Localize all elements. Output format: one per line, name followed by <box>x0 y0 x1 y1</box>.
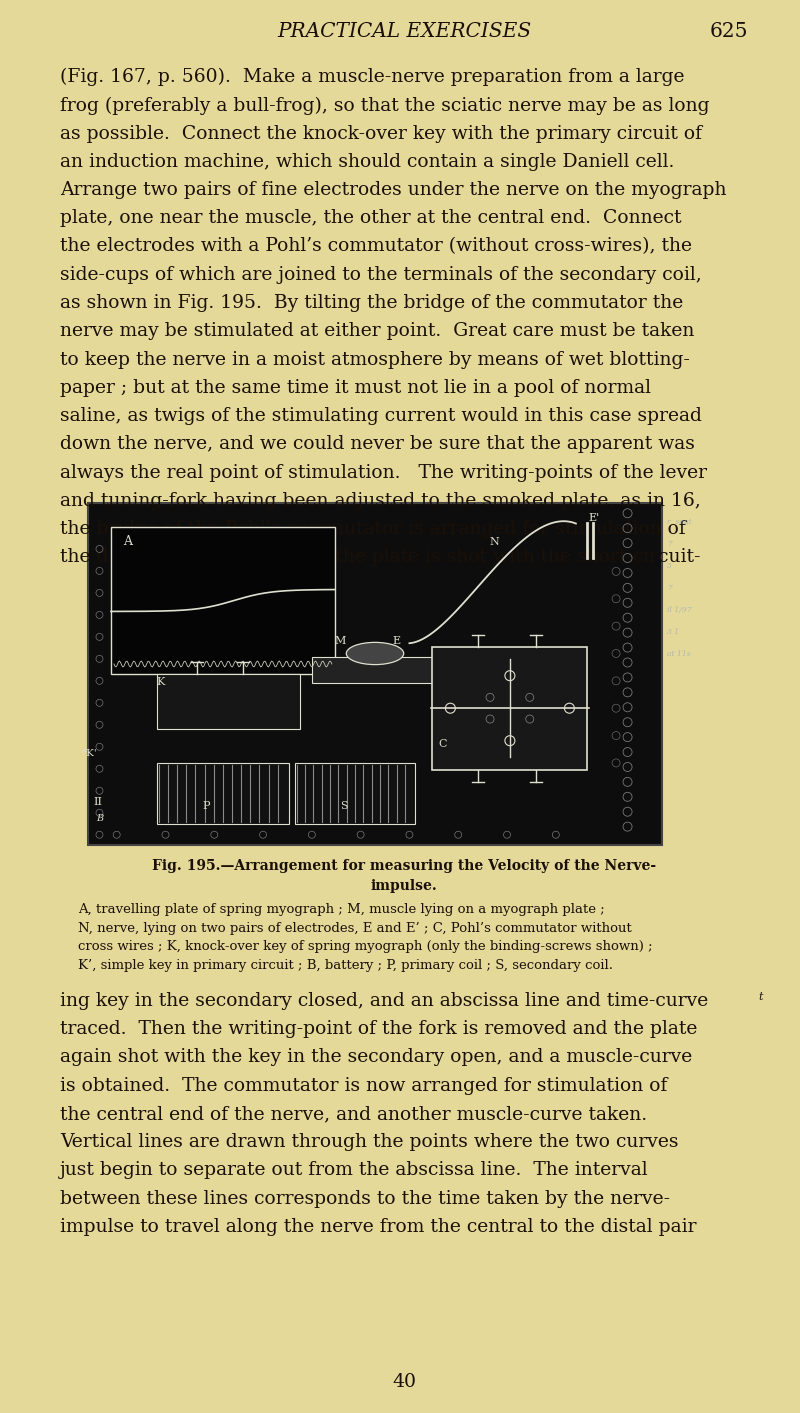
Text: cross wires ; K, knock-over key of spring myograph (only the binding-screws show: cross wires ; K, knock-over key of sprin… <box>78 941 653 954</box>
Text: nerve may be stimulated at either point.  Great care must be taken: nerve may be stimulated at either point.… <box>60 322 694 341</box>
Text: an induction machine, which should contain a single Daniell cell.: an induction machine, which should conta… <box>60 153 674 171</box>
Text: (Fig. 167, p. 560).  Make a muscle-nerve preparation from a large: (Fig. 167, p. 560). Make a muscle-nerve … <box>60 68 685 86</box>
Text: between these lines corresponds to the time taken by the nerve-: between these lines corresponds to the t… <box>60 1190 670 1208</box>
Text: r  sout: r sout <box>667 519 692 526</box>
Bar <box>157 674 300 729</box>
Text: again shot with the key in the secondary open, and a muscle-curve: again shot with the key in the secondary… <box>60 1048 692 1067</box>
Text: PRACTICAL EXERCISES: PRACTICAL EXERCISES <box>277 23 531 41</box>
Text: the central end of the nerve, and another muscle-curve taken.: the central end of the nerve, and anothe… <box>60 1105 647 1123</box>
Text: saline, as twigs of the stimulating current would in this case spread: saline, as twigs of the stimulating curr… <box>60 407 702 425</box>
Text: plate, one near the muscle, the other at the central end.  Connect: plate, one near the muscle, the other at… <box>60 209 682 227</box>
Text: Vertical lines are drawn through the points where the two curves: Vertical lines are drawn through the poi… <box>60 1133 678 1152</box>
Text: M: M <box>335 636 346 646</box>
Text: A: A <box>123 536 132 548</box>
Text: and tuning-fork having been adjusted to the smoked plate, as in 16,: and tuning-fork having been adjusted to … <box>60 492 701 510</box>
Text: is obtained.  The commutator is now arranged for stimulation of: is obtained. The commutator is now arran… <box>60 1077 667 1095</box>
Text: the electrodes with a Pohl’s commutator (without cross-wires), the: the electrodes with a Pohl’s commutator … <box>60 237 692 256</box>
Bar <box>88 503 662 845</box>
Text: ing key in the secondary closed, and an abscissa line and time-curve: ing key in the secondary closed, and an … <box>60 992 708 1010</box>
Text: P: P <box>203 801 210 811</box>
Text: as possible.  Connect the knock-over key with the primary circuit of: as possible. Connect the knock-over key … <box>60 124 702 143</box>
Text: side-cups of which are joined to the terminals of the secondary coil,: side-cups of which are joined to the ter… <box>60 266 702 284</box>
Bar <box>312 657 444 682</box>
Text: impulse to travel along the nerve from the central to the distal pair: impulse to travel along the nerve from t… <box>60 1218 697 1236</box>
Text: C: C <box>438 739 446 749</box>
Text: K: K <box>157 677 166 687</box>
Text: 7: 7 <box>667 584 672 592</box>
Text: frog (preferably a bull-frog), so that the sciatic nerve may be as long: frog (preferably a bull-frog), so that t… <box>60 96 710 114</box>
Text: Arrange two pairs of fine electrodes under the nerve on the myograph: Arrange two pairs of fine electrodes und… <box>60 181 726 199</box>
Text: 3 1: 3 1 <box>667 627 679 636</box>
Bar <box>294 763 415 824</box>
Text: Fig. 195.—Arrangement for measuring the Velocity of the Nerve-: Fig. 195.—Arrangement for measuring the … <box>152 859 656 873</box>
Text: just begin to separate out from the abscissa line.  The interval: just begin to separate out from the absc… <box>60 1161 649 1180</box>
Text: 7: 7 <box>667 540 672 548</box>
Bar <box>111 527 335 674</box>
Text: K’, simple key in primary circuit ; B, battery ; P, primary coil ; S, secondary : K’, simple key in primary circuit ; B, b… <box>78 959 613 972</box>
Text: il 1/97: il 1/97 <box>667 606 692 615</box>
Text: down the nerve, and we could never be sure that the apparent was: down the nerve, and we could never be su… <box>60 435 695 454</box>
Text: B: B <box>97 814 104 824</box>
Text: N: N <box>490 537 499 547</box>
Ellipse shape <box>346 643 404 664</box>
Text: 3: 3 <box>667 562 672 569</box>
Text: 40: 40 <box>392 1373 416 1390</box>
Text: t: t <box>758 992 762 1002</box>
Text: the bridge of the Pohl’s commutator is arranged for stimulation of: the bridge of the Pohl’s commutator is a… <box>60 520 686 538</box>
Text: traced.  Then the writing-point of the fork is removed and the plate: traced. Then the writing-point of the fo… <box>60 1020 698 1039</box>
Text: N, nerve, lying on two pairs of electrodes, E and E’ ; C, Pohl’s commutator with: N, nerve, lying on two pairs of electrod… <box>78 921 632 935</box>
Text: always the real point of stimulation.   The writing-points of the lever: always the real point of stimulation. Th… <box>60 463 707 482</box>
Text: E': E' <box>588 513 599 523</box>
Text: II: II <box>94 797 102 807</box>
Text: A, travelling plate of spring myograph ; M, muscle lying on a myograph plate ;: A, travelling plate of spring myograph ;… <box>78 903 605 916</box>
Text: impulse.: impulse. <box>370 879 438 893</box>
Text: S: S <box>341 801 348 811</box>
Text: at 11s: at 11s <box>667 650 690 658</box>
Bar <box>157 763 289 824</box>
Text: paper ; but at the same time it must not lie in a pool of normal: paper ; but at the same time it must not… <box>60 379 651 397</box>
Text: *K': *K' <box>82 749 98 759</box>
Text: as shown in Fig. 195.  By tilting the bridge of the commutator the: as shown in Fig. 195. By tilting the bri… <box>60 294 683 312</box>
Text: the distal point of the nerve, the plate is shot with the short-circuit-: the distal point of the nerve, the plate… <box>60 548 701 567</box>
Bar <box>432 647 587 770</box>
Text: 625: 625 <box>710 23 748 41</box>
Text: to keep the nerve in a moist atmosphere by means of wet blotting-: to keep the nerve in a moist atmosphere … <box>60 350 690 369</box>
Text: E: E <box>392 636 400 646</box>
